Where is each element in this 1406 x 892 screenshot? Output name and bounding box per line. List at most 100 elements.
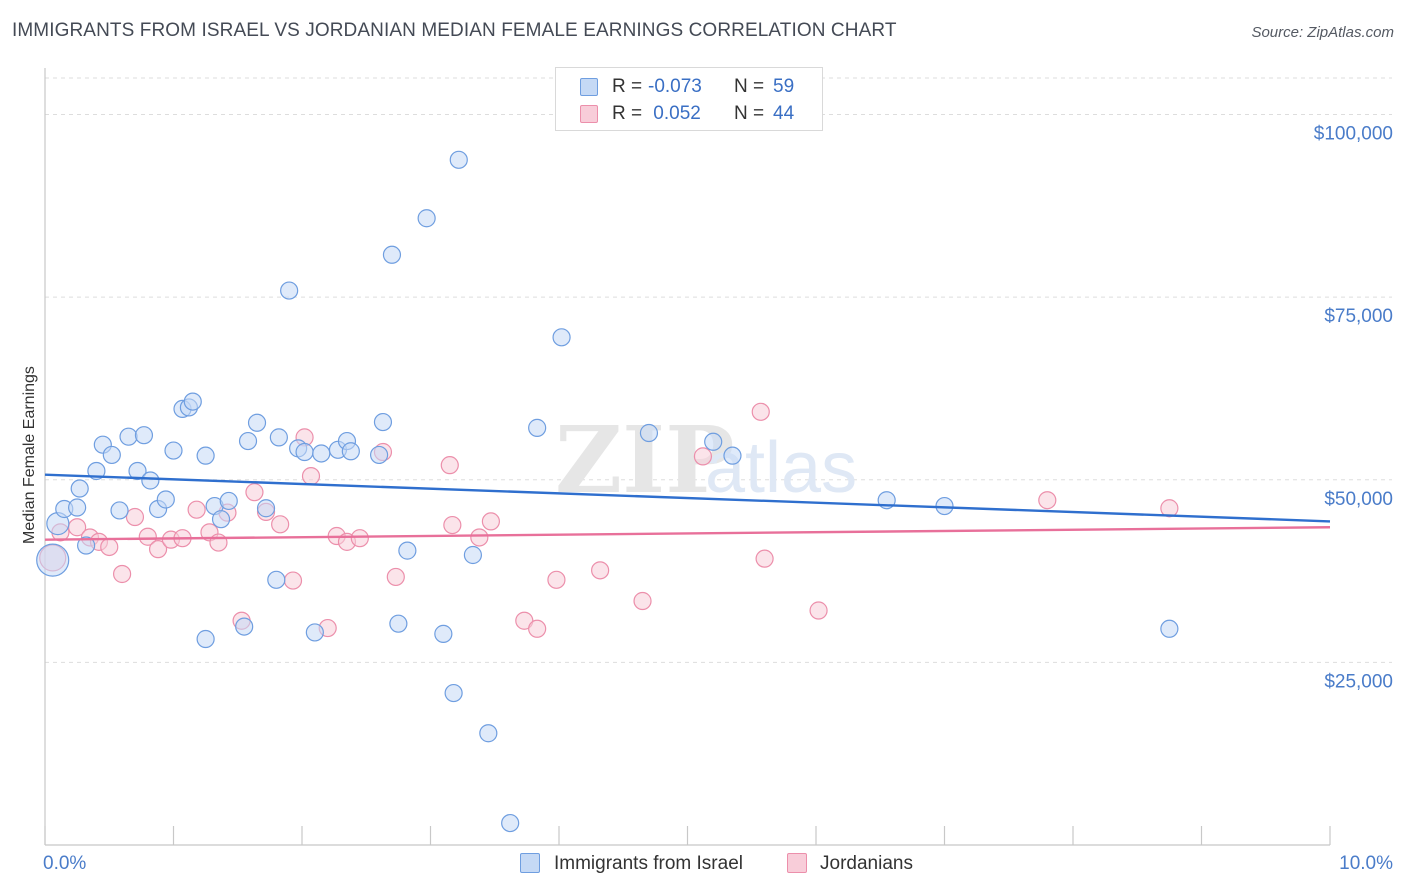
legend-n-value: 59 xyxy=(773,76,795,97)
legend-swatch-blue xyxy=(580,78,598,96)
jordanian-point xyxy=(515,611,534,630)
watermark-atlas: atlas xyxy=(705,428,857,508)
israel-point xyxy=(247,413,267,432)
israel-point xyxy=(295,442,314,462)
israel-point xyxy=(68,498,87,517)
israel-point xyxy=(219,491,238,511)
jordanian-point xyxy=(100,537,119,557)
israel-point xyxy=(305,623,324,642)
legend-r-label: R = xyxy=(612,103,643,124)
y-tick-label: $25,000 xyxy=(1324,671,1393,692)
israel-point xyxy=(528,418,547,437)
y-tick-label: $100,000 xyxy=(1314,124,1393,145)
gridlines xyxy=(45,77,1392,663)
jordanian-trend-line xyxy=(44,526,1331,541)
jordanian-point xyxy=(1038,491,1057,510)
israel-point xyxy=(235,617,254,636)
bottom-legend-swatch-pink xyxy=(787,853,807,873)
israel-point xyxy=(373,412,393,432)
y-tick-label: $75,000 xyxy=(1324,306,1393,327)
israel-point xyxy=(119,427,138,446)
israel-point xyxy=(444,683,463,703)
jordanian-point xyxy=(187,500,206,519)
israel-point xyxy=(398,541,417,560)
y-tick-label: $50,000 xyxy=(1324,489,1393,510)
israel-point xyxy=(70,479,89,498)
jordanian-point xyxy=(755,549,774,568)
legend-n-value: 44 xyxy=(773,103,795,124)
israel-points xyxy=(36,150,1179,833)
israel-point xyxy=(312,444,331,463)
jordanian-point xyxy=(443,515,462,535)
israel-point xyxy=(501,813,520,833)
source-label: Source: ZipAtlas.com xyxy=(1251,24,1394,41)
jordanian-point xyxy=(528,619,547,638)
jordanian-point xyxy=(386,567,405,587)
stats-legend: R = -0.073 N = 59 R = 0.052 N = 44 xyxy=(555,67,823,131)
jordanian-point xyxy=(693,447,713,466)
israel-point xyxy=(269,428,288,447)
jordanian-point xyxy=(440,456,459,475)
tick-labels: $25,000 $50,000 $75,000 $100,000 0.0% 10.0% xyxy=(43,124,1393,874)
legend-r-value: 0.052 xyxy=(648,103,701,124)
jordanian-point xyxy=(283,571,303,590)
israel-point xyxy=(704,432,723,451)
israel-point xyxy=(134,426,154,445)
x-tick-label-right: 10.0% xyxy=(1339,853,1393,874)
jordanian-point xyxy=(301,467,321,486)
israel-point xyxy=(211,510,231,529)
israel-point xyxy=(449,150,468,169)
jordanian-point xyxy=(125,507,145,527)
bottom-legend-swatch-blue xyxy=(520,853,540,873)
legend-n-label: N = xyxy=(734,76,765,97)
chart-title: IMMIGRANTS FROM ISRAEL VS JORDANIAN MEDI… xyxy=(12,20,897,41)
x-tick-label-left: 0.0% xyxy=(43,853,86,874)
israel-point xyxy=(256,499,276,518)
israel-point xyxy=(280,281,299,300)
jordanian-point xyxy=(112,564,132,584)
axes xyxy=(44,68,1331,846)
israel-point xyxy=(723,446,742,465)
israel-point xyxy=(552,328,571,347)
israel-point xyxy=(128,461,147,481)
israel-point xyxy=(479,724,498,743)
israel-point xyxy=(382,245,402,264)
israel-point xyxy=(267,570,286,589)
israel-point xyxy=(156,490,175,509)
israel-point xyxy=(417,209,436,228)
jordanian-point xyxy=(751,402,770,421)
jordanian-point xyxy=(350,529,369,548)
jordanian-point xyxy=(148,540,168,559)
israel-point xyxy=(389,614,408,633)
jordanian-point xyxy=(245,483,264,502)
israel-point xyxy=(102,445,121,465)
israel-point xyxy=(196,446,215,465)
bottom-legend-label: Immigrants from Israel xyxy=(554,853,743,874)
jordanian-point xyxy=(209,533,228,552)
legend-n-label: N = xyxy=(734,103,765,124)
israel-point xyxy=(238,431,258,451)
israel-point xyxy=(77,536,96,555)
israel-point xyxy=(110,501,129,520)
jordanian-point xyxy=(633,591,652,611)
israel-point xyxy=(36,543,70,577)
israel-point xyxy=(463,545,483,565)
israel-point xyxy=(639,423,659,443)
israel-point xyxy=(370,445,389,465)
legend-swatch-pink xyxy=(580,105,598,123)
jordanian-point xyxy=(271,515,290,534)
israel-point xyxy=(196,629,215,649)
israel-point xyxy=(434,624,453,643)
y-axis-label: Median Female Earnings xyxy=(21,366,38,544)
jordanian-point xyxy=(470,528,489,547)
jordanian-point xyxy=(591,561,610,580)
legend-r-label: R = xyxy=(612,76,643,97)
bottom-legend-label: Jordanians xyxy=(820,853,913,874)
israel-point xyxy=(164,441,183,460)
jordanian-point xyxy=(481,512,500,531)
jordanian-point xyxy=(809,601,828,620)
legend-r-value: -0.073 xyxy=(648,76,702,97)
jordanian-point xyxy=(547,570,566,589)
israel-trend-line xyxy=(44,473,1331,523)
